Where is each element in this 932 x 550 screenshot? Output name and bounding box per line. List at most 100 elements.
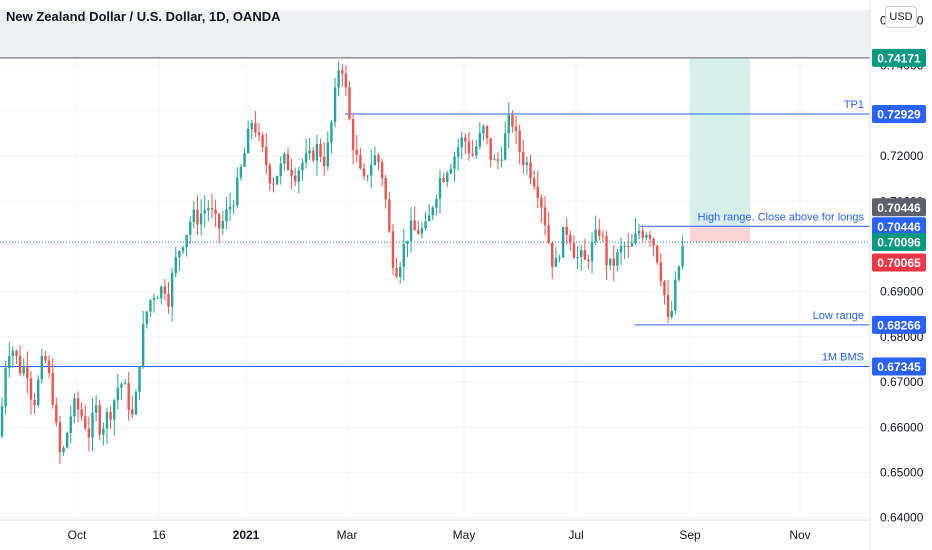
- candle-body: [80, 409, 83, 417]
- candle-body: [460, 137, 463, 148]
- candle-body: [370, 165, 373, 176]
- y-tick-label: 0.65000: [880, 466, 924, 480]
- y-tick-label: 0.66000: [880, 420, 924, 434]
- candle-body: [120, 384, 123, 388]
- candle-body: [55, 404, 58, 423]
- candle-body: [254, 122, 257, 133]
- candle-body: [58, 422, 62, 453]
- candle-body: [134, 391, 138, 415]
- candle-body: [384, 178, 387, 200]
- candle-body: [138, 366, 141, 392]
- candle-body: [489, 138, 492, 161]
- candle-body: [681, 245, 684, 267]
- candle-body: [366, 175, 369, 177]
- candle-body: [69, 416, 72, 433]
- candle-body: [645, 234, 648, 238]
- candle-body: [4, 368, 7, 407]
- x-tick-label: 2021: [233, 528, 260, 542]
- candle-body: [196, 209, 199, 225]
- candle-body: [627, 246, 630, 248]
- candle-body: [290, 170, 293, 176]
- candle-body: [261, 135, 264, 147]
- candle-body: [503, 133, 507, 160]
- currency-button[interactable]: USD: [885, 6, 917, 28]
- candle-body: [163, 286, 167, 294]
- candle-body: [37, 379, 40, 406]
- candle-body: [670, 310, 673, 317]
- candle-body: [456, 147, 460, 157]
- candle-body: [482, 126, 485, 134]
- candle-body: [630, 243, 634, 247]
- candle-body: [420, 228, 424, 234]
- candle-body: [268, 165, 272, 184]
- candle-body: [362, 168, 366, 177]
- candle-body: [29, 378, 33, 400]
- price-tag-label: 0.68266: [877, 318, 921, 332]
- candle-body: [424, 221, 427, 229]
- price-tag-label: 0.74171: [877, 51, 921, 65]
- candle-body: [283, 153, 286, 164]
- candle-body: [275, 175, 279, 185]
- candle-body: [427, 215, 431, 222]
- candle-body: [446, 173, 449, 182]
- price-tag-label: 0.70065: [877, 256, 921, 270]
- candle-body: [576, 257, 579, 259]
- candle-body: [551, 242, 554, 267]
- price-tag: [872, 105, 926, 124]
- candle-body: [152, 298, 156, 301]
- candle-body: [634, 233, 637, 244]
- candle-body: [395, 267, 398, 277]
- candle-body: [207, 208, 210, 211]
- candle-body: [192, 209, 196, 222]
- candle-body: [612, 258, 615, 266]
- candle-body: [174, 257, 177, 274]
- candle-body: [435, 198, 438, 208]
- candle-body: [438, 178, 442, 199]
- candle-body: [637, 230, 641, 234]
- candle-body: [666, 295, 670, 317]
- x-tick-label: Jul: [568, 528, 583, 542]
- candle-body: [65, 432, 69, 448]
- candle-body: [406, 240, 409, 244]
- candle-body: [33, 399, 36, 406]
- candle-body: [91, 412, 94, 438]
- candle-body: [391, 231, 395, 268]
- candle-body: [536, 186, 539, 199]
- candle-body: [547, 225, 550, 243]
- candle-body: [203, 210, 206, 214]
- candle-body: [648, 234, 652, 239]
- candle-body: [62, 447, 65, 453]
- candle-body: [243, 153, 246, 167]
- candle-body: [221, 221, 225, 229]
- candle-body: [341, 70, 344, 74]
- x-tick-label: 16: [152, 528, 166, 542]
- candle-body: [272, 183, 275, 185]
- candle-body: [652, 238, 655, 246]
- candle-body: [116, 387, 120, 401]
- tp1-line-label: TP1: [844, 99, 864, 111]
- candle-body: [123, 383, 127, 385]
- price-tag: [872, 357, 926, 376]
- candle-body: [417, 230, 420, 234]
- candle-body: [337, 70, 340, 88]
- candle-body: [442, 178, 445, 182]
- x-tick-label: Mar: [337, 528, 358, 542]
- candle-body: [471, 153, 474, 156]
- price-tag-label: 0.70446: [877, 201, 921, 215]
- candle-body: [409, 220, 413, 241]
- candle-body: [532, 178, 536, 187]
- candle-body: [26, 366, 29, 379]
- candle-body: [210, 208, 214, 210]
- price-tag: [872, 198, 926, 217]
- candle-body: [236, 177, 239, 206]
- candle-body: [18, 356, 22, 374]
- candle-body: [76, 398, 80, 410]
- candle-body: [11, 350, 15, 357]
- candle-body: [572, 243, 576, 259]
- candle-body: [22, 366, 25, 374]
- candle-body: [257, 132, 261, 136]
- candle-body: [141, 324, 145, 367]
- price-tag: [872, 48, 926, 67]
